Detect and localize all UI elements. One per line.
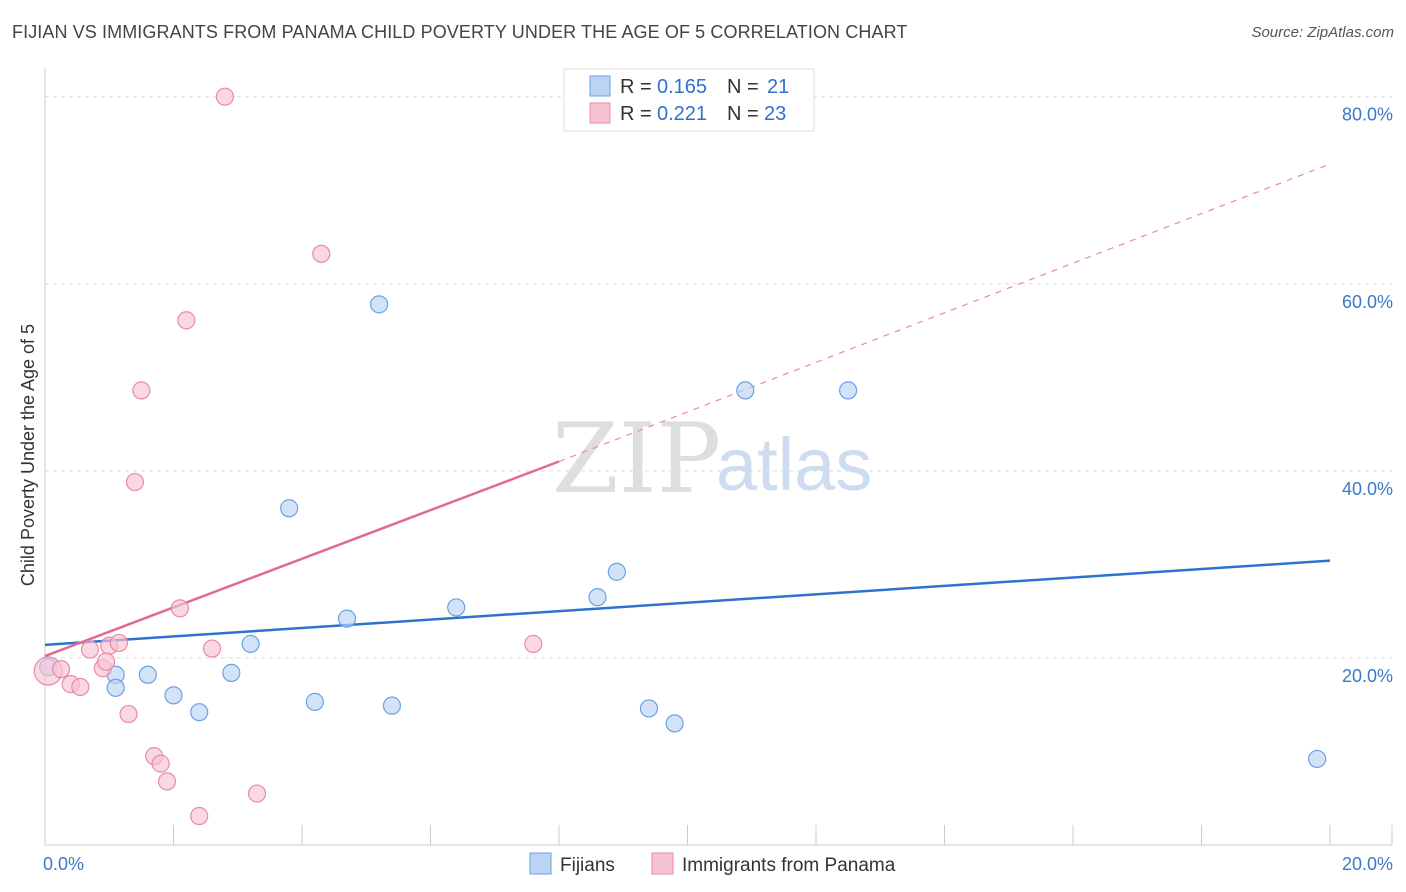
chart-title: FIJIAN VS IMMIGRANTS FROM PANAMA CHILD P… [12, 22, 908, 42]
trend-lines [44, 163, 1331, 658]
point-fijians-14 [588, 588, 607, 607]
legend: R = 0.165 N = 21 R = 0.221 N = 23 [563, 68, 815, 132]
watermark: ZIP atlas [552, 403, 872, 515]
y-tick-label-80: 80.0% [1342, 105, 1393, 125]
y-axis-label: Child Poverty Under the Age of 5 [18, 324, 38, 586]
point-panama-8 [119, 704, 138, 724]
trend-line-panama [44, 460, 560, 658]
x-tick-labels: 0.0% 20.0% [43, 854, 1393, 874]
bottom-legend-panama: Immigrants from Panama [682, 855, 896, 876]
trend-line-fijians [44, 559, 1331, 647]
x-tick-label-max: 20.0% [1342, 854, 1393, 874]
point-panama-1 [51, 660, 71, 679]
legend-r-label-2: R = [620, 103, 652, 125]
legend-r-label-1: R = [620, 76, 652, 98]
point-panama-22 [96, 652, 116, 671]
y-tick-labels: 20.0% 40.0% 60.0% 80.0% [1342, 105, 1393, 686]
point-fijians-2 [106, 678, 125, 697]
point-fijians-8 [280, 499, 299, 518]
point-panama-19 [247, 784, 267, 803]
x-tick-label-min: 0.0% [43, 854, 84, 874]
y-tick-label-40: 40.0% [1342, 479, 1393, 499]
point-fijians-3 [138, 665, 157, 684]
bottom-legend-swatch-fijians [529, 852, 552, 875]
legend-r-value-2: 0.221 [657, 103, 707, 125]
point-fijians-4 [164, 686, 183, 705]
point-fijians-15 [607, 562, 626, 581]
point-panama-7 [109, 633, 128, 653]
legend-n-value-1: 21 [767, 76, 789, 98]
point-fijians-9 [305, 692, 324, 711]
axes [44, 68, 1393, 846]
point-panama-3 [71, 677, 90, 697]
point-fijians-5 [190, 703, 209, 722]
point-fijians-7 [241, 634, 260, 653]
point-panama-15 [177, 311, 196, 330]
point-panama-21 [524, 634, 543, 653]
legend-swatch-panama [589, 102, 611, 124]
point-panama-9 [125, 472, 145, 492]
point-fijians-11 [370, 295, 389, 314]
point-fijians-13 [447, 598, 466, 617]
watermark-atlas: atlas [716, 423, 872, 506]
watermark-zip: ZIP [552, 403, 721, 515]
legend-n-label-2: N = [727, 103, 759, 125]
point-panama-16 [190, 806, 209, 826]
bottom-legend: Fijians Immigrants from Panama [529, 852, 896, 876]
point-fijians-17 [665, 714, 684, 733]
legend-n-label-1: N = [727, 76, 759, 98]
point-panama-12 [151, 754, 170, 773]
y-tick-label-60: 60.0% [1342, 292, 1393, 312]
trend-line-panama-extension [558, 163, 1331, 463]
grid-lines [45, 96, 1392, 659]
point-fijians-20 [1308, 749, 1327, 769]
data-points [33, 87, 1327, 826]
point-panama-14 [170, 599, 190, 618]
bottom-legend-swatch-panama [651, 852, 674, 875]
point-panama-13 [157, 772, 177, 791]
legend-swatch-fijians [589, 75, 611, 97]
legend-r-value-1: 0.165 [657, 76, 707, 98]
point-panama-17 [202, 639, 222, 658]
point-panama-10 [132, 381, 151, 400]
point-fijians-19 [839, 381, 858, 400]
point-fijians-16 [639, 699, 659, 718]
point-fijians-12 [382, 696, 402, 715]
point-panama-4 [80, 640, 100, 659]
legend-n-value-2: 23 [764, 103, 786, 125]
y-tick-label-20: 20.0% [1342, 666, 1393, 686]
point-panama-20 [312, 244, 331, 263]
point-fijians-10 [337, 609, 357, 628]
source-label: Source: ZipAtlas.com [1251, 24, 1394, 41]
point-fijians-18 [736, 381, 755, 400]
point-panama-18 [215, 87, 234, 106]
point-fijians-6 [222, 663, 241, 682]
bottom-legend-fijians: Fijians [560, 855, 615, 876]
